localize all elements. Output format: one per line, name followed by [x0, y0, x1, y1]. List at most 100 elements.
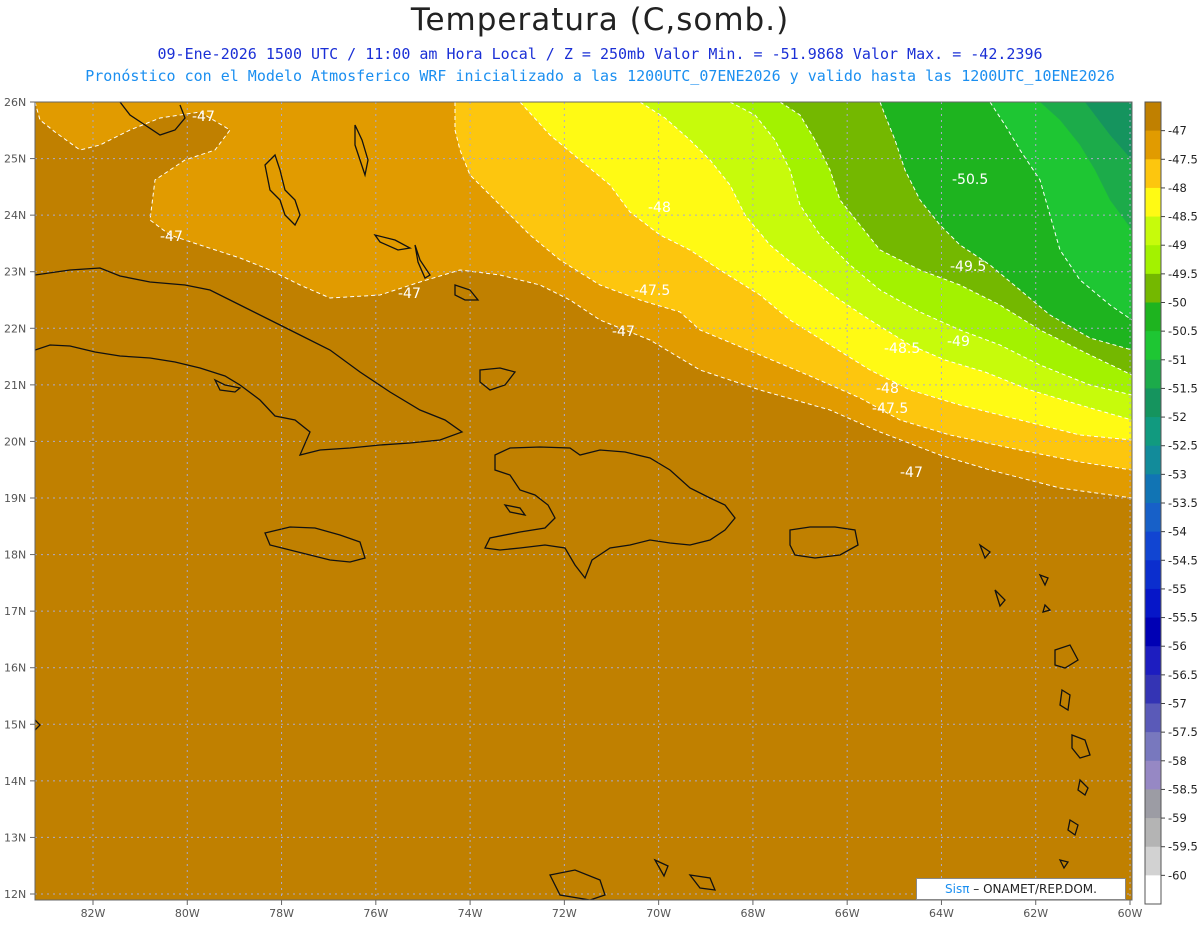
- colorbar-swatch: [1145, 646, 1161, 676]
- colorbar-label: -54.5: [1168, 553, 1198, 567]
- colorbar-swatch: [1145, 760, 1161, 790]
- lat-label: 20N: [4, 435, 26, 448]
- lon-label: 68W: [740, 907, 765, 920]
- lon-label: 72W: [552, 907, 577, 920]
- colorbar-swatch: [1145, 732, 1161, 762]
- latitude-labels: 26N 25N 24N 23N 22N 21N 20N 19N 18N 17N 16N 15N 14N 1…: [4, 96, 35, 901]
- colorbar-label: -53: [1168, 467, 1187, 481]
- colorbar-label: -59.5: [1168, 840, 1198, 854]
- colorbar-swatch: [1145, 588, 1161, 619]
- colorbar-swatch: [1145, 531, 1161, 561]
- credit-sis: Sis: [945, 882, 963, 896]
- lon-label: 62W: [1023, 907, 1048, 920]
- contour-label: -47: [900, 465, 923, 481]
- lon-label: 80W: [175, 907, 200, 920]
- contour-label: -48: [648, 200, 671, 216]
- colorbar-swatch: [1145, 130, 1161, 160]
- colorbar-swatch: [1145, 102, 1161, 132]
- colorbar-swatch: [1145, 417, 1161, 447]
- lat-label: 26N: [4, 96, 26, 109]
- colorbar-label: -60: [1168, 868, 1187, 882]
- colorbar-swatch: [1145, 273, 1161, 303]
- lat-label: 18N: [4, 549, 26, 562]
- colorbar-label: -58.5: [1168, 782, 1198, 796]
- lat-label: 23N: [4, 266, 26, 279]
- colorbar-label: -50.5: [1168, 324, 1198, 338]
- map-title: Temperatura (C,somb.): [410, 2, 790, 38]
- colorbar-swatch: [1145, 846, 1161, 876]
- colorbar-label: -51: [1168, 353, 1187, 367]
- pi-symbol: π: [962, 882, 970, 896]
- lat-label: 16N: [4, 662, 26, 675]
- colorbar-label: -54: [1168, 525, 1187, 539]
- colorbar-label: -48: [1168, 181, 1187, 195]
- lat-label: 15N: [4, 718, 26, 731]
- colorbar-swatch: [1145, 503, 1161, 533]
- colorbar-label: -52.5: [1168, 439, 1198, 453]
- longitude-labels: 82W 80W 78W 76W 74W 72W 70W 68W 66W 64W 62W 60W: [81, 900, 1143, 920]
- coastlines: [35, 102, 1091, 900]
- lat-label: 13N: [4, 831, 26, 844]
- credit-box: Sisπ – ONAMET/REP.DOM.: [916, 878, 1126, 900]
- colorbar-label: -55.5: [1168, 611, 1198, 625]
- colorbar-label: -47: [1168, 124, 1187, 138]
- colorbar-swatch: [1145, 359, 1161, 389]
- contour-label: -47: [398, 286, 421, 302]
- lon-label: 66W: [835, 907, 860, 920]
- lat-label: 12N: [4, 888, 26, 901]
- colorbar-swatch: [1145, 331, 1161, 361]
- colorbar-swatch: [1145, 674, 1161, 704]
- lon-label: 70W: [646, 907, 671, 920]
- colorbar-label: -57: [1168, 697, 1187, 711]
- colorbar-swatch: [1145, 875, 1161, 905]
- colorbar-swatch: [1145, 560, 1161, 590]
- colorbar-swatch: [1145, 302, 1161, 332]
- colorbar-label: -47.5: [1168, 152, 1198, 166]
- lat-label: 14N: [4, 775, 26, 788]
- credit-org: – ONAMET/REP.DOM.: [969, 882, 1097, 896]
- colorbar-label: -50: [1168, 296, 1187, 310]
- contour-labels: -47 -47 -47 -47.5 -47 -48 -50.5 -49.5 -4…: [160, 109, 988, 481]
- lat-label: 25N: [4, 153, 26, 166]
- contour-label: -48: [876, 381, 899, 397]
- map-frame: [34, 101, 1133, 901]
- valid-time-line: 09-Ene-2026 1500 UTC / 11:00 am Hora Loc…: [157, 45, 1043, 63]
- colorbar-swatch: [1145, 187, 1161, 218]
- colorbar-label: -58: [1168, 754, 1187, 768]
- colorbar-swatch: [1145, 703, 1161, 733]
- lon-label: 60W: [1118, 907, 1143, 920]
- colorbar-swatch: [1145, 159, 1161, 189]
- lon-label: 78W: [269, 907, 294, 920]
- contour-label: -47: [612, 324, 635, 340]
- colorbar-label: -48.5: [1168, 210, 1198, 224]
- colorbar-swatch: [1145, 474, 1161, 504]
- colorbar-label: -59: [1168, 811, 1187, 825]
- lon-label: 64W: [929, 907, 954, 920]
- contour-label: -47: [192, 109, 215, 125]
- contour-label: -47.5: [872, 401, 908, 417]
- colorbar-label: -49.5: [1168, 267, 1198, 281]
- graticule: [35, 102, 1132, 900]
- colorbar-label: -55: [1168, 582, 1187, 596]
- colorbar-label: -56: [1168, 639, 1187, 653]
- lon-label: 82W: [81, 907, 106, 920]
- contour-label: -47.5: [634, 283, 670, 299]
- model-info-line: Pronóstico con el Modelo Atmosferico WRF…: [85, 67, 1115, 85]
- colorbar-swatch: [1145, 216, 1161, 246]
- lat-label: 17N: [4, 605, 26, 618]
- contour-label: -47: [160, 229, 183, 245]
- colorbar-label: -51.5: [1168, 381, 1198, 395]
- colorbar-label: -53.5: [1168, 496, 1198, 510]
- lon-label: 74W: [458, 907, 483, 920]
- contour-label: -50.5: [952, 172, 988, 188]
- lat-label: 19N: [4, 492, 26, 505]
- colorbar-label: -56.5: [1168, 668, 1198, 682]
- colorbar-label: -49: [1168, 238, 1187, 252]
- colorbar-swatch: [1145, 818, 1161, 848]
- lon-label: 76W: [363, 907, 388, 920]
- lat-label: 24N: [4, 209, 26, 222]
- colorbar-swatch: [1145, 388, 1161, 418]
- colorbar-swatch: [1145, 617, 1161, 647]
- lat-label: 21N: [4, 379, 26, 392]
